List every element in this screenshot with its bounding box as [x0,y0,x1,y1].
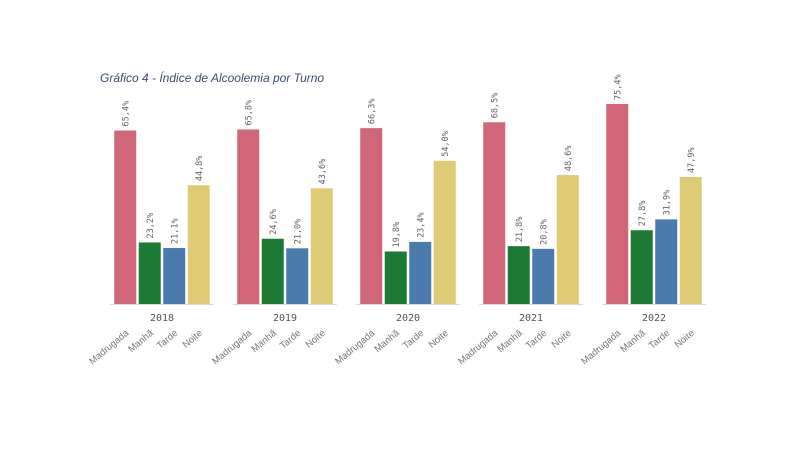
legend-label: Manhã [372,327,402,355]
legend-label: Madrugada [210,327,254,367]
data-label: 21,0% [293,219,303,245]
bar [532,248,555,304]
legend-label: Madrugada [456,327,500,367]
x-tick-label: 2019 [273,313,297,324]
data-label: 65,8% [244,100,254,126]
legend-label: Noite [673,328,697,351]
bar [483,122,506,304]
legend-label: Noite [304,328,328,351]
legend-label: Tarde [524,328,549,352]
data-label: 24,6% [269,209,279,235]
bar [606,104,629,304]
data-label: 65,4% [121,101,131,127]
legend-label: Manhã [495,327,525,355]
x-tick-label: 2018 [150,313,174,324]
legend-label: Madrugada [87,327,131,367]
bar [384,251,407,304]
data-label: 47,9% [687,147,697,173]
data-label: 31,9% [662,190,672,216]
bar [433,160,456,304]
legend-label: Tarde [647,328,672,352]
data-label: 27,8% [638,201,648,227]
bar [187,185,210,304]
bar [556,175,579,304]
chart-title: Gráfico 4 - Índice de Alcoolemia por Tur… [100,70,324,85]
legend-label: Manhã [249,327,279,355]
bar [261,238,284,304]
data-label: 21,1% [170,218,180,244]
legend-label: Manhã [618,327,648,355]
bar [310,188,333,304]
bar [114,130,137,304]
bar [360,128,383,304]
bar [286,248,309,304]
data-label: 19,8% [392,222,402,248]
data-label: 68,5% [490,93,500,119]
x-tick-label: 2020 [396,313,420,324]
x-tick-label: 2021 [519,313,543,324]
legend-label: Tarde [155,328,180,352]
legend-label: Noite [427,328,451,351]
data-label: 54,0% [441,131,451,157]
bar [630,230,653,304]
data-label: 75,4% [613,74,623,100]
legend-label: Tarde [401,328,426,352]
bar [237,129,260,304]
legend-label: Madrugada [579,327,623,367]
legend-label: Noite [181,328,205,351]
legend-label: Manhã [126,327,156,355]
bar [679,176,702,304]
bar [409,241,432,304]
data-label: 20,8% [539,219,549,245]
data-label: 23,2% [146,213,156,239]
bar [163,248,186,304]
data-label: 48,6% [564,145,574,171]
data-label: 44,8% [195,156,205,182]
data-label: 43,6% [318,159,328,185]
legend-label: Madrugada [333,327,377,367]
bar [655,219,678,304]
data-label: 21,8% [515,217,525,243]
bar [138,242,161,304]
data-label: 66,3% [367,99,377,125]
legend-label: Tarde [278,328,303,352]
legend-label: Noite [550,328,574,351]
x-tick-label: 2022 [642,313,666,324]
data-label: 23,4% [416,212,426,238]
bar [507,246,530,304]
